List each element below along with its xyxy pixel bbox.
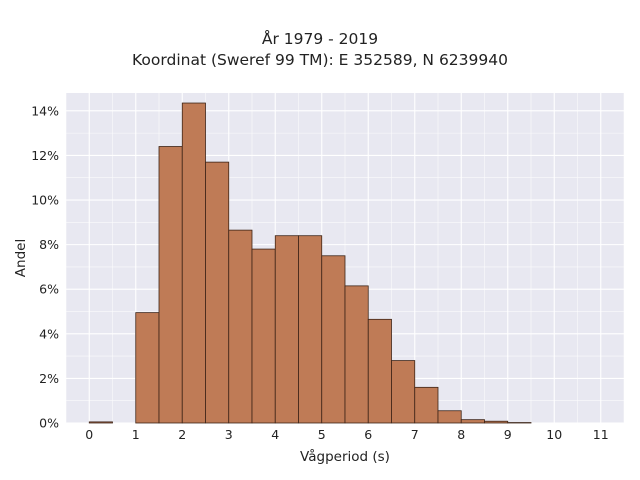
x-tick-label: 2 — [178, 427, 186, 442]
histogram-bar — [414, 386, 439, 424]
chart-title: År 1979 - 2019 — [261, 30, 379, 48]
y-tick-label: 4% — [39, 326, 59, 341]
histogram-bar — [274, 235, 299, 424]
x-tick-label: 5 — [318, 427, 326, 442]
x-tick-label: 6 — [364, 427, 372, 442]
x-tick-label: 9 — [504, 427, 512, 442]
histogram-bar — [298, 235, 323, 424]
x-tick-label: 11 — [593, 427, 609, 442]
histogram-bar — [437, 410, 462, 424]
y-axis-ticks: 0% 2% 4% 6% 8% 10% 12% 14% — [31, 103, 59, 430]
histogram-bar — [135, 312, 160, 424]
histogram-bar — [391, 360, 416, 424]
histogram-bar — [460, 419, 485, 424]
x-tick-label: 7 — [411, 427, 419, 442]
x-axis-label: Vågperiod (s) — [300, 448, 390, 465]
y-axis-label: Andel — [13, 239, 29, 277]
histogram-bar — [484, 420, 509, 424]
x-tick-label: 8 — [457, 427, 465, 442]
bars — [88, 102, 532, 424]
x-tick-label: 4 — [271, 427, 279, 442]
histogram-bar — [181, 102, 206, 424]
y-tick-label: 8% — [39, 237, 59, 252]
y-tick-label: 10% — [31, 193, 59, 208]
y-tick-label: 2% — [39, 371, 59, 386]
x-axis-ticks: 0 1 2 3 4 5 6 7 8 9 10 11 — [85, 427, 608, 442]
histogram-bar — [158, 146, 183, 424]
histogram-bar — [205, 161, 230, 424]
x-tick-label: 0 — [85, 427, 93, 442]
y-tick-label: 6% — [39, 282, 59, 297]
x-tick-label: 1 — [132, 427, 140, 442]
y-tick-label: 14% — [31, 103, 59, 118]
chart-subtitle: Koordinat (Sweref 99 TM): E 352589, N 62… — [132, 51, 508, 69]
histogram-bar — [251, 248, 276, 424]
y-tick-label: 0% — [39, 416, 59, 431]
histogram-bar — [344, 285, 369, 424]
histogram-bar — [228, 229, 253, 424]
histogram-bar — [367, 318, 392, 424]
histogram-bar — [321, 255, 346, 424]
y-tick-label: 12% — [31, 148, 59, 163]
x-tick-label: 3 — [225, 427, 233, 442]
x-tick-label: 10 — [546, 427, 562, 442]
histogram-bar — [88, 421, 113, 424]
